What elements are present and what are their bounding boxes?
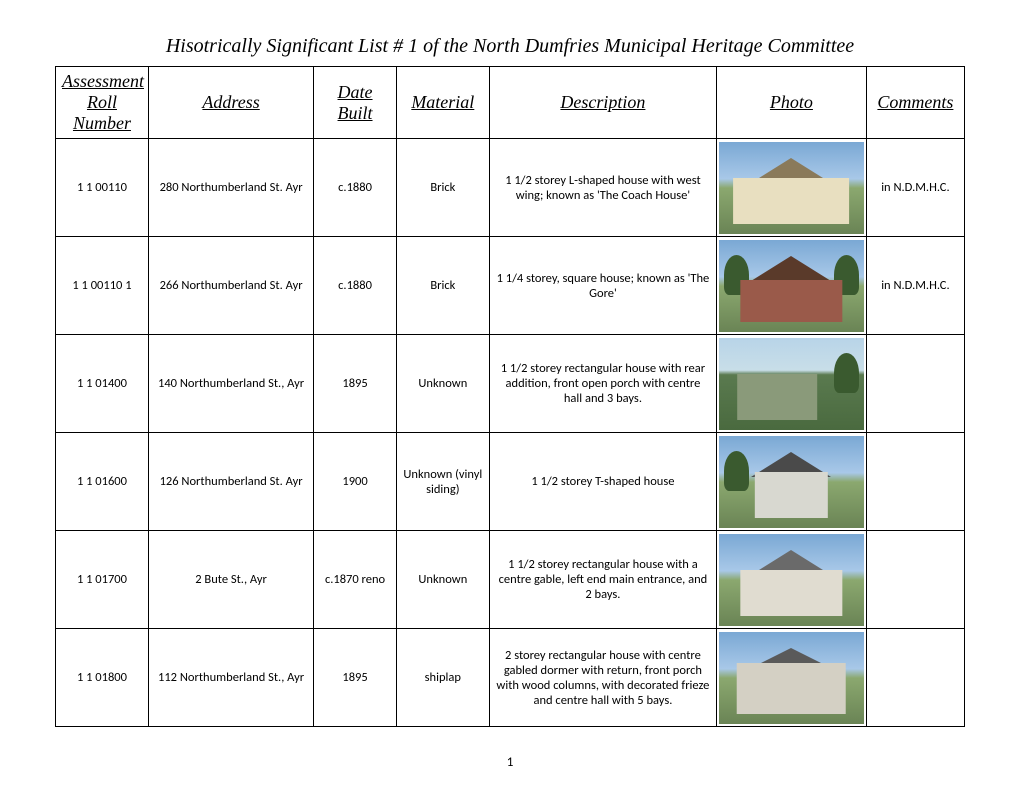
header-assessment: Assessment Roll Number	[56, 67, 149, 139]
cell-comments	[866, 629, 964, 727]
cell-date-built: c.1880	[314, 237, 397, 335]
cell-description: 1 1/2 storey T-shaped house	[489, 433, 716, 531]
table-row: 1 1 01700 2 Bute St., Ayr c.1870 reno Un…	[56, 531, 965, 629]
cell-assessment: 1 1 01400	[56, 335, 149, 433]
cell-date-built: 1895	[314, 629, 397, 727]
cell-material: shiplap	[396, 629, 489, 727]
cell-material: Unknown (vinyl siding)	[396, 433, 489, 531]
cell-address: 126 Northumberland St. Ayr	[148, 433, 313, 531]
cell-comments: in N.D.M.H.C.	[866, 139, 964, 237]
cell-date-built: 1900	[314, 433, 397, 531]
cell-description: 1 1/2 storey rectangular house with a ce…	[489, 531, 716, 629]
cell-description: 1 1/2 storey rectangular house with rear…	[489, 335, 716, 433]
table-row: 1 1 01400 140 Northumberland St., Ayr 18…	[56, 335, 965, 433]
cell-address: 266 Northumberland St. Ayr	[148, 237, 313, 335]
header-description: Description	[489, 67, 716, 139]
heritage-table: Assessment Roll Number Address Date Buil…	[55, 66, 965, 727]
cell-comments: in N.D.M.H.C.	[866, 237, 964, 335]
house-photo-icon	[719, 534, 864, 626]
cell-photo	[717, 433, 867, 531]
cell-date-built: c.1870 reno	[314, 531, 397, 629]
cell-address: 280 Northumberland St. Ayr	[148, 139, 313, 237]
cell-description: 1 1/4 storey, square house; known as 'Th…	[489, 237, 716, 335]
header-comments: Comments	[866, 67, 964, 139]
page-number: 1	[507, 755, 514, 770]
cell-photo	[717, 237, 867, 335]
table-row: 1 1 01600 126 Northumberland St. Ayr 190…	[56, 433, 965, 531]
cell-comments	[866, 531, 964, 629]
cell-assessment: 1 1 01700	[56, 531, 149, 629]
cell-photo	[717, 531, 867, 629]
cell-date-built: c.1880	[314, 139, 397, 237]
cell-comments	[866, 433, 964, 531]
table-body: 1 1 00110 280 Northumberland St. Ayr c.1…	[56, 139, 965, 727]
house-photo-icon	[719, 240, 864, 332]
cell-description: 2 storey rectangular house with centre g…	[489, 629, 716, 727]
cell-assessment: 1 1 00110 1	[56, 237, 149, 335]
cell-photo	[717, 139, 867, 237]
header-material: Material	[396, 67, 489, 139]
header-photo: Photo	[717, 67, 867, 139]
cell-photo	[717, 629, 867, 727]
table-header-row: Assessment Roll Number Address Date Buil…	[56, 67, 965, 139]
house-photo-icon	[719, 142, 864, 234]
cell-address: 2 Bute St., Ayr	[148, 531, 313, 629]
cell-material: Brick	[396, 139, 489, 237]
cell-comments	[866, 335, 964, 433]
cell-assessment: 1 1 00110	[56, 139, 149, 237]
cell-date-built: 1895	[314, 335, 397, 433]
cell-assessment: 1 1 01600	[56, 433, 149, 531]
cell-assessment: 1 1 01800	[56, 629, 149, 727]
house-photo-icon	[719, 338, 864, 430]
table-row: 1 1 00110 280 Northumberland St. Ayr c.1…	[56, 139, 965, 237]
cell-material: Unknown	[396, 335, 489, 433]
cell-description: 1 1/2 storey L-shaped house with west wi…	[489, 139, 716, 237]
table-row: 1 1 01800 112 Northumberland St., Ayr 18…	[56, 629, 965, 727]
cell-material: Brick	[396, 237, 489, 335]
header-address: Address	[148, 67, 313, 139]
document-title: Hisotrically Significant List # 1 of the…	[55, 35, 965, 58]
cell-address: 140 Northumberland St., Ayr	[148, 335, 313, 433]
table-row: 1 1 00110 1 266 Northumberland St. Ayr c…	[56, 237, 965, 335]
cell-photo	[717, 335, 867, 433]
cell-address: 112 Northumberland St., Ayr	[148, 629, 313, 727]
house-photo-icon	[719, 436, 864, 528]
header-date-built: Date Built	[314, 67, 397, 139]
house-photo-icon	[719, 632, 864, 724]
cell-material: Unknown	[396, 531, 489, 629]
